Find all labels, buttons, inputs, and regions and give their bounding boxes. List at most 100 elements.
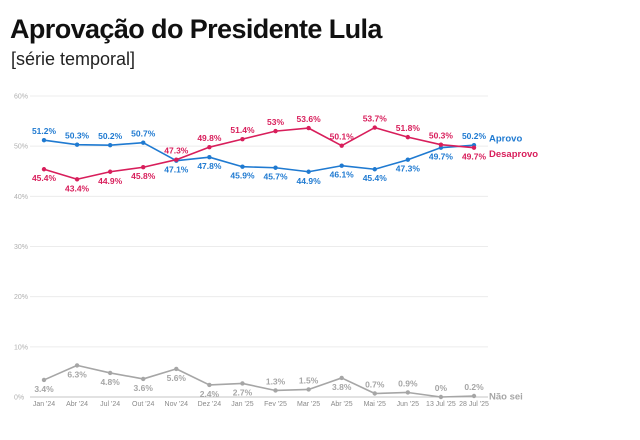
x-tick-label: 28 Jul '25 <box>459 401 489 408</box>
data-point <box>174 366 179 372</box>
data-point <box>306 125 311 131</box>
data-label: 5.6% <box>167 373 187 383</box>
data-point <box>141 165 146 170</box>
data-point <box>405 134 411 140</box>
data-label: 51.2% <box>32 126 57 136</box>
data-label: 1.5% <box>299 375 319 385</box>
x-tick-label: Jan '24 <box>33 401 55 408</box>
data-point <box>372 125 377 130</box>
data-label: 44.9% <box>98 176 123 186</box>
data-point <box>207 144 212 150</box>
data-label: 50.1% <box>330 132 355 142</box>
data-label: 49.7% <box>429 152 454 162</box>
data-point <box>74 177 80 182</box>
y-tick-label: 30% <box>14 244 28 251</box>
y-tick-label: 40% <box>14 194 28 201</box>
data-label: 45.4% <box>32 173 57 183</box>
y-tick-label: 50% <box>14 144 28 151</box>
data-point <box>207 155 212 160</box>
data-point <box>273 128 278 134</box>
y-tick-label: 20% <box>14 294 28 301</box>
x-tick-label: Abr '24 <box>66 401 88 408</box>
series-layer: 51.2% 50.3% 50.2% 50.7% 47.1% 47.8% 45.9% 45.7%… <box>32 114 538 403</box>
data-point <box>405 157 411 162</box>
data-point <box>339 375 344 381</box>
data-point <box>141 140 146 145</box>
legend-label: Aprovo <box>489 134 522 145</box>
data-point <box>339 163 344 168</box>
data-point <box>74 142 80 147</box>
series-line <box>43 364 475 398</box>
data-label: 6.3% <box>67 369 87 379</box>
data-point <box>107 169 113 174</box>
series-line <box>43 126 475 181</box>
data-label: 0.7% <box>365 379 385 389</box>
series-nao-sei: 3.4% 6.3% 4.8% 3.6% 5.6% 2.4% 2.7% 1.3% 1.5% 3.8%… <box>34 363 523 402</box>
data-label: 50.3% <box>429 131 454 141</box>
x-tick-label: Mar '25 <box>297 401 320 408</box>
data-label: 53% <box>267 117 284 127</box>
data-point <box>174 157 179 162</box>
data-point <box>41 137 47 143</box>
data-point <box>438 145 444 150</box>
x-axis: Jan '24 Abr '24 Jul '24 Out '24 Nov '24 Dez '… <box>33 401 489 408</box>
gridlines <box>30 95 488 398</box>
data-label: 49.7% <box>462 152 487 162</box>
x-tick-label: Jun '25 <box>397 401 419 408</box>
x-tick-label: Fev '25 <box>264 401 287 408</box>
data-label: 45.9% <box>230 171 255 181</box>
data-label: 45.8% <box>131 171 156 181</box>
data-label: 3.6% <box>134 383 154 393</box>
data-label: 0% <box>435 383 448 393</box>
data-point <box>306 169 311 174</box>
data-label: 50.3% <box>65 131 90 141</box>
chart-subtitle: [série temporal] <box>11 49 136 69</box>
series-desaprovo: 45.4% 43.4% 44.9% 45.8% 47.3% 49.8% 51.4% 53% 53… <box>32 114 538 194</box>
data-point <box>207 382 212 388</box>
series-line <box>43 139 475 173</box>
data-point <box>107 142 113 148</box>
data-point <box>273 388 278 393</box>
x-tick-label: Mai '25 <box>364 401 386 408</box>
data-label: 4.8% <box>100 377 120 387</box>
x-tick-label: Abr '25 <box>331 401 353 408</box>
x-tick-label: Jul '24 <box>100 401 120 408</box>
x-tick-label: Dez '24 <box>198 401 222 408</box>
data-point <box>74 363 80 368</box>
data-label: 50.2% <box>98 131 123 141</box>
data-label: 1.3% <box>266 376 286 386</box>
y-tick-label: 0% <box>14 395 24 402</box>
data-label: 45.7% <box>263 172 288 182</box>
legend-label: Desaprovo <box>489 149 538 160</box>
data-label: 46.1% <box>330 170 355 180</box>
data-point <box>273 165 278 170</box>
data-point <box>107 370 113 376</box>
data-label: 0.9% <box>398 378 418 388</box>
data-point <box>240 136 245 142</box>
data-point <box>438 394 444 400</box>
data-label: 49.8% <box>197 133 222 143</box>
data-label: 51.4% <box>230 125 255 135</box>
data-label: 50.2% <box>462 131 487 141</box>
data-label: 2.7% <box>233 387 253 397</box>
data-point <box>405 390 411 395</box>
data-point <box>339 143 344 148</box>
x-tick-label: Out '24 <box>132 401 154 408</box>
y-tick-label: 10% <box>14 344 28 351</box>
data-label: 47.3% <box>164 146 189 156</box>
data-label: 47.3% <box>396 164 421 174</box>
x-tick-label: 13 Jul '25 <box>426 401 456 408</box>
data-label: 3.8% <box>332 382 352 392</box>
data-label: 45.4% <box>363 173 388 183</box>
data-label: 47.1% <box>164 165 189 175</box>
data-label: 2.4% <box>200 389 220 399</box>
data-point <box>141 376 146 382</box>
data-point <box>240 381 245 386</box>
data-point <box>438 142 444 147</box>
data-label: 43.4% <box>65 183 90 193</box>
x-tick-label: Jan '25 <box>231 401 253 408</box>
data-label: 51.8% <box>396 123 421 133</box>
data-label: 53.7% <box>363 114 388 124</box>
chart-title: Aprovação do Presidente Lula <box>10 14 382 44</box>
